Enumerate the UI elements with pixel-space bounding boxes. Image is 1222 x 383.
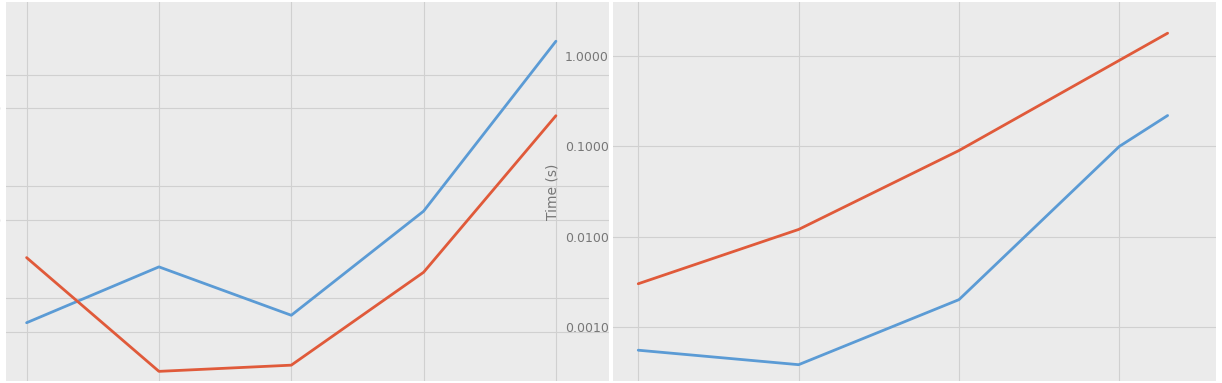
- Realm: [1112, 58, 1127, 63]
- Realm: [1160, 31, 1174, 36]
- Realm: [792, 227, 807, 232]
- SwiftData: [152, 265, 166, 269]
- SwiftData: [417, 209, 431, 213]
- Line: SwiftData: SwiftData: [27, 41, 556, 323]
- Realm: [152, 369, 166, 374]
- Realm: [417, 270, 431, 275]
- Line: SwiftData: SwiftData: [638, 116, 1167, 365]
- SwiftData: [792, 362, 807, 367]
- Y-axis label: Time (s): Time (s): [545, 163, 560, 220]
- Realm: [631, 282, 645, 286]
- Line: Realm: Realm: [638, 33, 1167, 284]
- Line: Realm: Realm: [27, 116, 556, 372]
- Realm: [284, 363, 298, 367]
- SwiftData: [952, 297, 967, 302]
- SwiftData: [1112, 144, 1127, 149]
- Realm: [549, 113, 563, 118]
- SwiftData: [1160, 113, 1174, 118]
- SwiftData: [549, 39, 563, 44]
- SwiftData: [20, 321, 34, 325]
- Realm: [952, 148, 967, 153]
- SwiftData: [631, 348, 645, 352]
- Realm: [20, 255, 34, 260]
- SwiftData: [284, 313, 298, 318]
